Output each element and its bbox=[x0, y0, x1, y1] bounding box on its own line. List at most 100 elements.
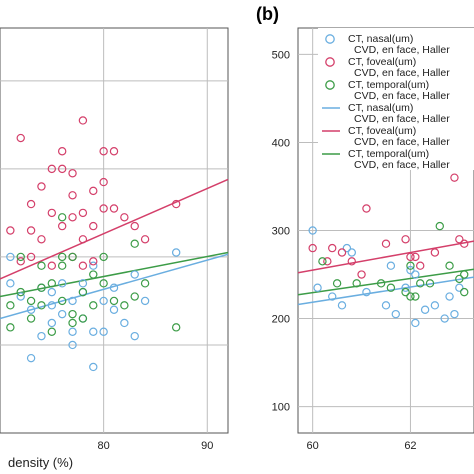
panel-a-point bbox=[68, 340, 77, 350]
panel-b-point bbox=[416, 279, 425, 288]
panel-a-point bbox=[171, 199, 181, 209]
legend-marker bbox=[325, 34, 335, 44]
panel-a-point bbox=[130, 331, 139, 341]
panel-a-point bbox=[89, 301, 98, 310]
panel-a-point bbox=[130, 292, 139, 301]
panel-a-point bbox=[47, 318, 57, 328]
panel-b-point bbox=[430, 301, 440, 310]
panel-b-point bbox=[406, 265, 415, 275]
panel-b-fit-lines bbox=[297, 240, 474, 306]
legend-label: CT, foveal(um) bbox=[348, 56, 416, 68]
panel-b-label: (b) bbox=[256, 4, 279, 24]
panel-a-point bbox=[99, 327, 108, 336]
panel-a-point bbox=[26, 305, 36, 314]
panel-a-point bbox=[68, 213, 77, 222]
panel-b-point bbox=[328, 292, 337, 301]
panel-a-point bbox=[37, 331, 46, 341]
panel-b-point bbox=[460, 270, 469, 279]
panel-b-point bbox=[347, 248, 356, 257]
panel-a-point bbox=[78, 208, 88, 218]
panel-a-point bbox=[6, 279, 15, 288]
panel-b-point bbox=[401, 287, 410, 297]
panel-b-point bbox=[406, 292, 415, 301]
panel-b-point bbox=[386, 283, 396, 292]
panel-b-point bbox=[318, 257, 327, 266]
panel-a-point bbox=[120, 301, 129, 310]
panel-a-point bbox=[140, 296, 150, 306]
legend-label: CT, temporal(um) bbox=[348, 79, 429, 91]
panel-b-point bbox=[455, 283, 464, 292]
panel-a-point bbox=[68, 296, 77, 306]
panel-a-point bbox=[99, 279, 108, 288]
panel-a-point bbox=[16, 292, 25, 301]
panel-a-point bbox=[89, 261, 98, 270]
panel-a-point bbox=[26, 296, 36, 306]
panel-a-fit-line bbox=[0, 178, 229, 280]
panel-a-point bbox=[99, 177, 108, 187]
panel-b-point bbox=[313, 283, 322, 292]
panel-a-point bbox=[37, 182, 46, 191]
panel-a-point bbox=[37, 301, 46, 310]
panel-a-point bbox=[89, 186, 98, 196]
panel-b-point bbox=[328, 243, 337, 253]
panel-a-point bbox=[47, 279, 57, 288]
panel-b-point bbox=[347, 257, 356, 266]
panel-a-point bbox=[89, 327, 98, 336]
panel-a-point bbox=[16, 287, 25, 297]
panel-b-point bbox=[455, 274, 464, 284]
panel-a-point bbox=[109, 305, 119, 314]
legend-sublabel: CVD, en face, Haller bbox=[354, 44, 450, 56]
panel-a-fit-line bbox=[0, 253, 229, 320]
panel-a-point bbox=[47, 261, 57, 270]
legend-sublabel: CVD, en face, Haller bbox=[354, 67, 450, 79]
panel-b-point bbox=[416, 261, 425, 270]
panel-a-point bbox=[89, 270, 98, 279]
panel-b-point bbox=[440, 314, 449, 323]
panel-a-point bbox=[57, 261, 67, 270]
panel-b-x-tick-label: 62 bbox=[404, 440, 416, 452]
panel-a-point bbox=[57, 221, 67, 231]
panel-b-point bbox=[332, 279, 342, 288]
panel-a-point bbox=[99, 204, 108, 213]
panel-a-point bbox=[78, 261, 88, 270]
panel-a-point bbox=[99, 252, 108, 262]
panel-b-y-tick-label: 300 bbox=[272, 226, 290, 238]
panel-a-point bbox=[68, 318, 77, 328]
panel-a-point bbox=[89, 257, 98, 266]
panel-a-point bbox=[37, 261, 46, 270]
panel-b-point bbox=[337, 248, 347, 257]
panel-b-point bbox=[381, 239, 391, 248]
legend-marker bbox=[325, 80, 335, 90]
panel-a-point bbox=[99, 296, 108, 306]
panel-b-x-tick-label: 60 bbox=[307, 440, 319, 452]
panel-a-point bbox=[99, 147, 108, 156]
panel-b-point bbox=[425, 279, 435, 288]
panel-a-point bbox=[6, 226, 15, 235]
panel-b-point bbox=[362, 287, 371, 297]
panel-a-point bbox=[47, 301, 57, 310]
legend-label: CT, temporal(um) bbox=[348, 148, 429, 160]
panel-b-point bbox=[308, 243, 317, 253]
panel-a-point bbox=[68, 252, 77, 262]
panel-a-x-ticks: 80 90 bbox=[98, 440, 214, 452]
panel-a-point bbox=[89, 221, 98, 231]
panel-a-point bbox=[78, 235, 88, 244]
panel-a-point bbox=[68, 169, 77, 178]
panel-a-point bbox=[16, 252, 25, 262]
panel-a-point bbox=[89, 362, 98, 372]
panel-b-point bbox=[381, 301, 391, 310]
panel-b-y-tick-label: 400 bbox=[272, 137, 290, 149]
panel-a-point bbox=[47, 287, 57, 297]
legend-label: CT, nasal(um) bbox=[348, 102, 413, 114]
panel-a: 80 90 density (%) bbox=[0, 27, 229, 470]
panel-b-point bbox=[450, 173, 459, 182]
panel-b-point bbox=[411, 292, 420, 301]
panel-a-point bbox=[130, 270, 139, 279]
panel-b-point bbox=[362, 204, 371, 213]
panel-a-point bbox=[68, 309, 77, 319]
panel-b-y-tick-label: 100 bbox=[272, 402, 290, 414]
panel-b-point bbox=[445, 261, 454, 270]
panel-a-point bbox=[16, 133, 25, 143]
